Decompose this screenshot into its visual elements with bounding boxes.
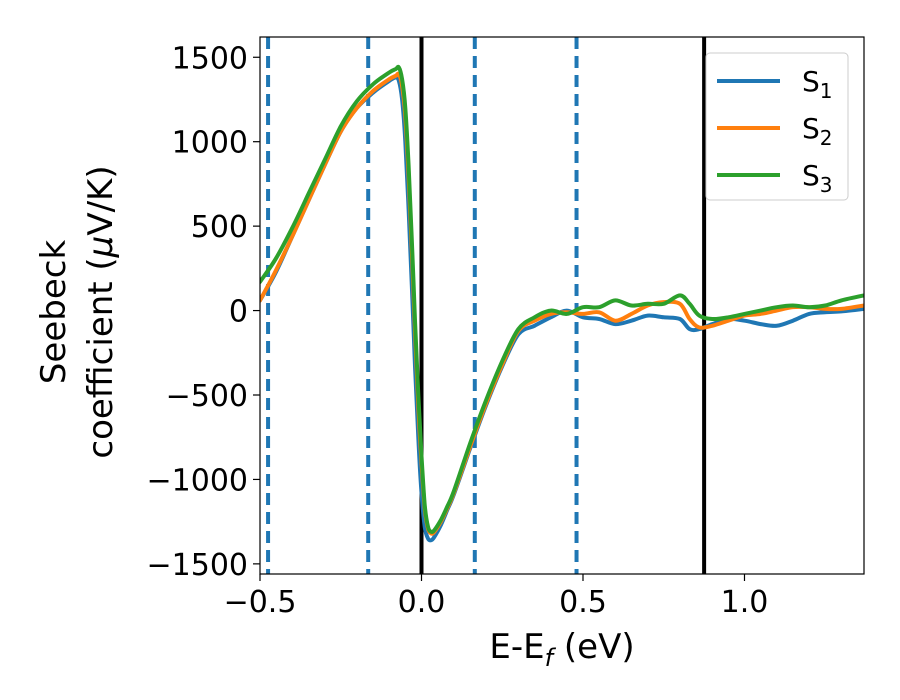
legend-label-s2: S2: [802, 112, 833, 150]
x-axis-ticks: −0.5 0.0 0.5 1.0: [224, 574, 769, 620]
y-axis-title-line2-text: coefficient (: [81, 257, 121, 458]
x-axis-title: E-Ef (eV): [489, 627, 634, 672]
y-axis-title: Seebeck coefficient (μV/K): [34, 165, 121, 458]
legend-label-s3: S3: [802, 159, 833, 197]
y-tick-label: −1000: [147, 463, 248, 498]
x-axis-title-unit: (eV): [553, 627, 635, 667]
y-tick-label: −1500: [147, 548, 248, 583]
y-tick-label: 1500: [172, 41, 248, 76]
y-tick-label: −500: [166, 379, 248, 414]
x-tick-label: 0.5: [559, 585, 607, 620]
legend: S1 S2 S3: [705, 52, 849, 201]
data-series: [260, 64, 864, 543]
plot-frame: [259, 36, 865, 575]
x-axis-title-main: E-E: [489, 627, 544, 667]
y-tick-label: 1000: [172, 126, 248, 161]
y-axis-title-unit: V/K): [81, 165, 121, 235]
y-axis-title-mu: μ: [81, 236, 121, 259]
y-axis-title-line1: Seebeck: [34, 240, 74, 385]
series-line-s3: [260, 64, 864, 535]
x-tick-label: −0.5: [224, 585, 297, 620]
y-tick-label: 500: [191, 210, 248, 245]
x-tick-label: 1.0: [721, 585, 769, 620]
legend-label-s1: S1: [802, 65, 833, 103]
y-tick-label: 0: [229, 295, 248, 330]
y-axis-ticks: 1500 1000 500 0 −500 −1000 −1500: [147, 41, 260, 583]
x-tick-label: 0.0: [398, 585, 446, 620]
y-axis-title-line2: coefficient (μV/K): [81, 165, 121, 458]
